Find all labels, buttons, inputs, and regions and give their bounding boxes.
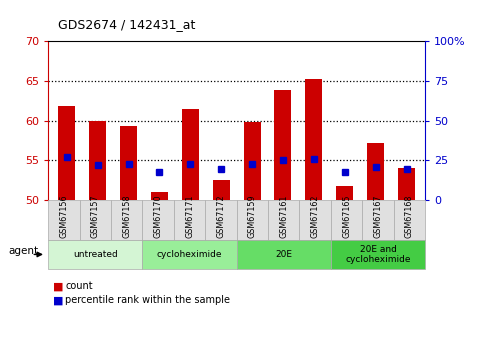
Bar [89,121,106,200]
Text: percentile rank within the sample: percentile rank within the sample [65,295,230,305]
Text: 20E: 20E [275,250,292,259]
Text: ■: ■ [53,295,64,305]
Bar [305,79,322,200]
Text: agent: agent [9,246,39,256]
Text: GSM67172: GSM67172 [216,195,226,238]
Bar [398,168,415,200]
Bar [58,107,75,200]
Text: count: count [65,282,93,291]
Text: GSM67159: GSM67159 [248,195,257,238]
Text: GSM67157: GSM67157 [91,195,100,238]
Text: GSM67165: GSM67165 [342,195,351,238]
Bar [243,122,261,200]
Text: GDS2674 / 142431_at: GDS2674 / 142431_at [58,18,195,31]
Bar [151,192,168,200]
Bar [367,143,384,200]
Text: GSM67161: GSM67161 [279,195,288,238]
Text: GSM67171: GSM67171 [185,195,194,238]
Text: GSM67156: GSM67156 [59,195,69,238]
Text: ■: ■ [53,282,64,291]
Text: 20E and
cycloheximide: 20E and cycloheximide [345,245,411,264]
Bar [274,90,291,200]
Bar [120,126,137,200]
Bar [336,186,353,200]
Text: GSM67162: GSM67162 [311,195,320,238]
Text: GSM67158: GSM67158 [122,195,131,238]
Text: untreated: untreated [73,250,118,259]
Text: GSM67170: GSM67170 [154,195,163,238]
Text: GSM67168: GSM67168 [405,195,414,238]
Bar [213,180,230,200]
Text: cycloheximide: cycloheximide [157,250,222,259]
Bar [182,109,199,200]
Text: GSM67167: GSM67167 [373,195,383,238]
